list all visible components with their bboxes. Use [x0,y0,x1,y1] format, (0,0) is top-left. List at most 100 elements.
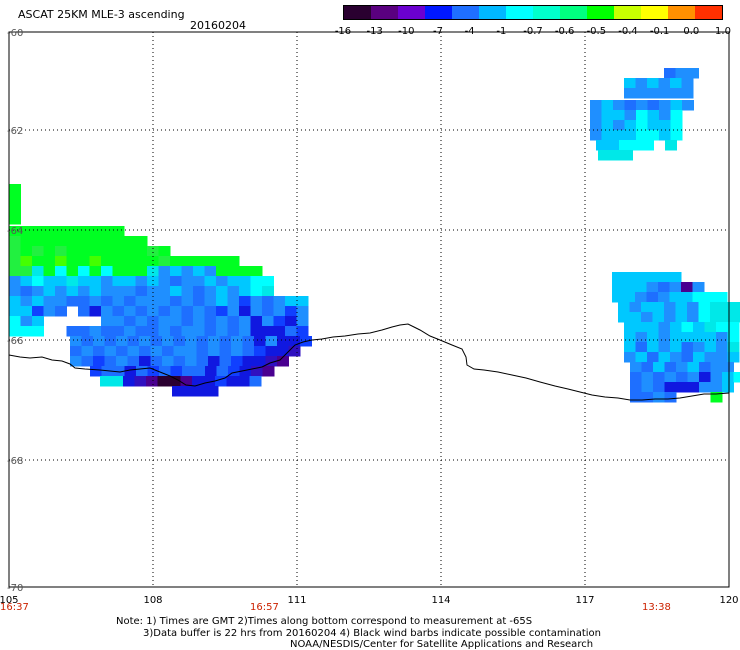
swath-cell [239,276,251,287]
swath-cell [9,276,21,287]
map-frame [8,31,730,588]
swath-cell [285,326,297,337]
swath-cell [733,372,740,383]
swath-cell [265,336,278,347]
swath-cell [203,376,216,387]
swath-cell [89,226,102,237]
swath-cell [150,336,163,347]
swath-cell [20,246,33,257]
swath-cell [590,120,602,131]
swath-cell [658,332,671,343]
swath-cell [193,326,205,337]
swath-cell [216,276,228,287]
swath-cell [192,376,204,387]
swath-cell [78,226,90,237]
swath-cell [664,312,676,323]
swath-cell [136,366,148,377]
swath-cell [9,306,21,317]
swath-cell [273,316,286,327]
swath-cell [181,316,194,327]
swath-cell [251,366,263,377]
swath-cell [170,366,183,377]
swath-cell [635,322,648,333]
swath-cell [101,316,113,327]
swath-cell [32,236,44,247]
latitude-label: -70 [7,583,23,594]
swath-cell [704,342,717,353]
swath-cell [9,204,21,215]
swath-cell [273,296,286,307]
swath-cell [43,276,56,287]
swath-cell [613,110,625,121]
swath-cell [219,356,232,367]
swath-cell [658,78,671,89]
swath-cell [598,150,610,161]
swath-cell [652,312,665,323]
swath-cell [716,332,728,343]
swath-cell [273,306,286,317]
swath-cell [733,312,740,323]
swath-cell [658,282,670,293]
swath-cell [227,326,240,337]
swath-cell [231,336,243,347]
swath-cell [687,362,700,373]
swath-cell [250,326,263,337]
swath-cell [618,302,630,313]
swath-cell [158,316,171,327]
swath-cell [101,246,113,257]
data-swath [9,68,740,403]
swath-cell [692,282,705,293]
swath-cell [89,246,102,257]
swath-cell [170,316,182,327]
swath-cell [32,246,44,257]
swath-cell [43,286,56,297]
swath-cell [204,296,217,307]
swath-cell [227,276,240,287]
swath-cell [20,256,33,267]
swath-cell [635,88,648,99]
latitude-label: -60 [7,28,23,39]
swath-cell [612,292,624,303]
swath-cell [641,392,654,403]
swath-cell [646,282,659,293]
swath-cell [70,336,82,347]
swath-cell [262,306,274,317]
swath-cell [170,256,182,267]
swath-cell [612,272,624,283]
swath-cell [590,130,602,141]
time-labels: 16:37 16:57 13:38 [0,602,671,613]
swath-cell [158,266,171,277]
swath-cell [681,342,694,353]
swath-cell [43,246,56,257]
swath-cell [66,296,79,307]
swath-cell [624,332,636,343]
swath-cell [124,276,136,287]
swath-cell [111,376,124,387]
product-date: 20160204 [190,19,246,32]
swath-cell [55,246,67,257]
swath-cell [646,272,659,283]
swath-cell [104,346,117,357]
swath-cell [193,266,205,277]
swath-cell [9,184,21,195]
swath-cell [687,68,699,79]
swath-cell [169,376,181,387]
swath-cell [590,100,602,111]
swath-cell [135,306,148,317]
swath-cell [265,356,278,367]
swath-cell [9,316,21,327]
swath-cell [250,316,263,327]
swath-cell [70,346,82,357]
swath-cell [216,256,228,267]
swath-cell [704,292,716,303]
swath-cell [687,312,699,323]
swath-cell [112,286,125,297]
color-scale-swatch [344,6,371,19]
latitude-label: -68 [7,456,23,467]
swath-cell [185,336,197,347]
swath-cell [601,100,614,111]
longitude-label: 117 [575,595,594,606]
swath-cell [630,362,642,373]
swath-cell [66,286,79,297]
swath-cell [635,272,647,283]
